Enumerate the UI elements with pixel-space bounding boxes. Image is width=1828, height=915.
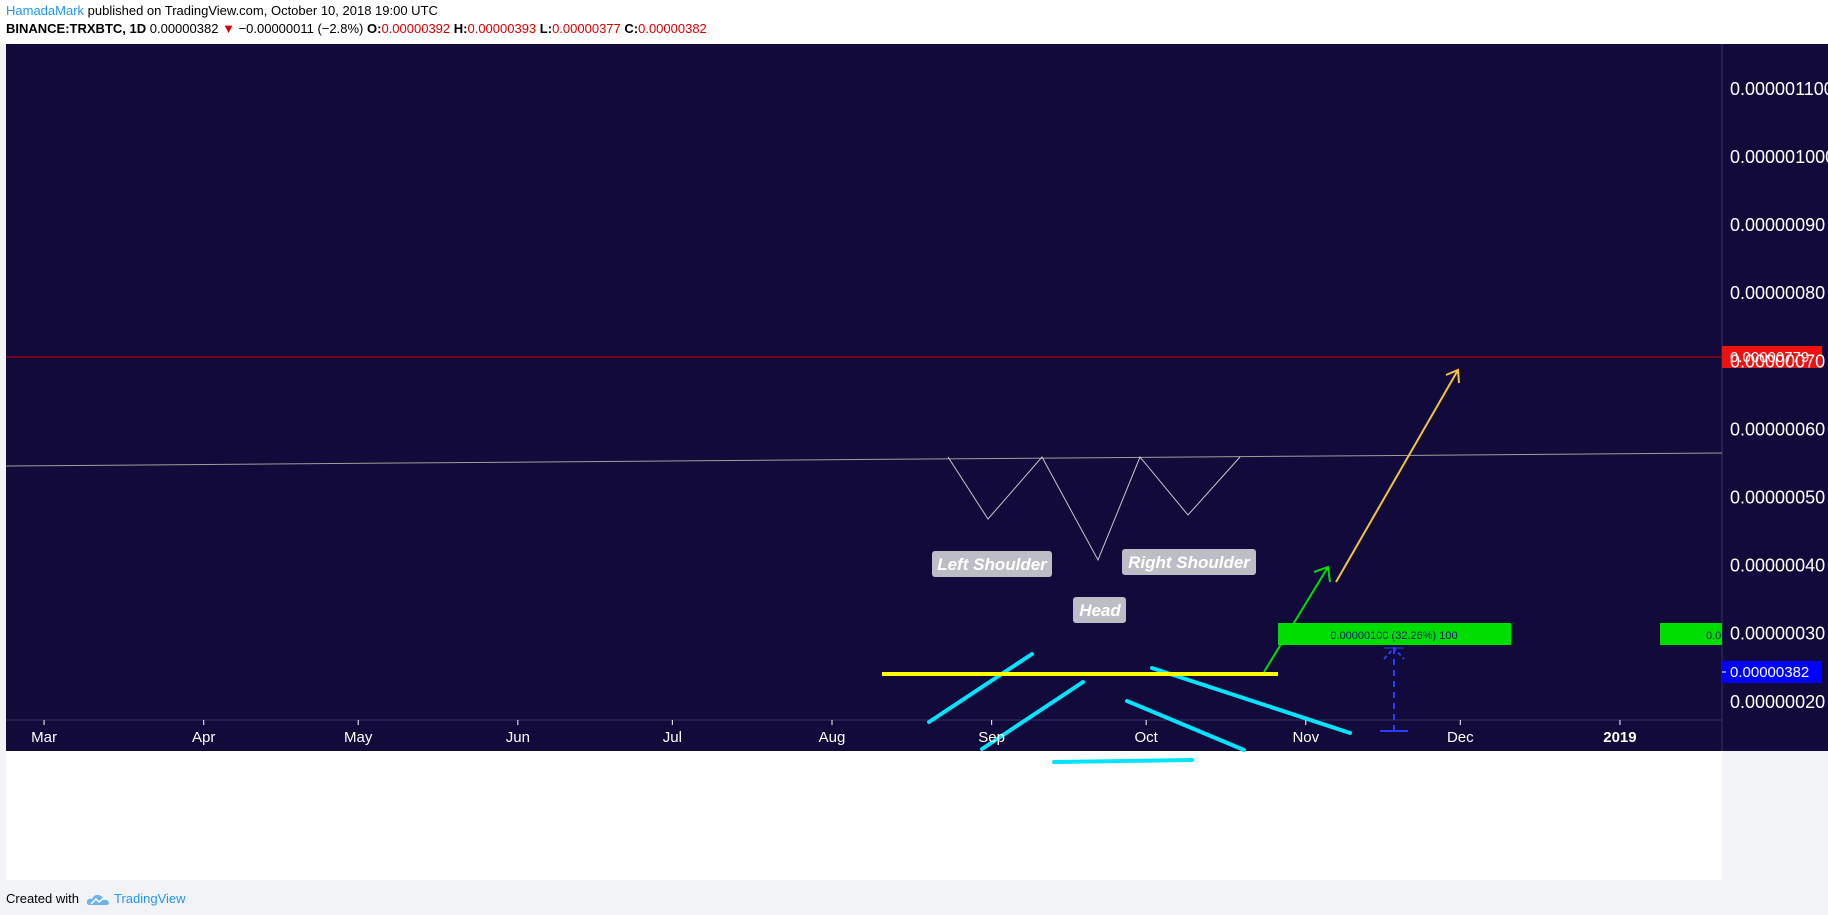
pattern-labels[interactable]: Left Shoulder Right Shoulder Head [932, 549, 1256, 623]
x-tick-label: Mar [31, 729, 57, 746]
open-label: O: [367, 21, 382, 36]
down-arrow-icon: ▼ [222, 21, 235, 36]
right-shoulder-lower-line[interactable] [1125, 699, 1246, 752]
y-tick-label: 0.00000020 [1730, 692, 1825, 712]
x-tick-label: Sep [978, 729, 1005, 746]
x-tick-label: Oct [1134, 729, 1158, 746]
measure-text: 0.00000100 (32.26%) 100 [1330, 630, 1457, 642]
breakout-arrow[interactable] [1263, 565, 1331, 673]
y-tick-label: 0.0000011000 [1730, 79, 1828, 99]
pattern-lines[interactable] [927, 652, 1352, 764]
tradingview-brand: TradingView [114, 891, 186, 906]
axis-corner [1722, 720, 1828, 751]
price-axis[interactable] [1722, 44, 1828, 720]
open-value: 0.00000392 [381, 21, 451, 36]
head-support-line[interactable] [1052, 758, 1194, 764]
x-tick-label: Dec [1447, 729, 1474, 746]
right-shoulder-label: Right Shoulder [1128, 553, 1251, 572]
right-shoulder-upper-line[interactable] [1150, 666, 1352, 735]
last-price: 0.00000382 [149, 21, 219, 36]
published-text: published on TradingView.com, October 10… [84, 3, 438, 18]
close-label: C: [624, 21, 639, 36]
candlestick-chart[interactable]: 0.00000100 (32.26%) 100 0.0 Left Shoulde… [0, 44, 1828, 880]
measure-box [1278, 623, 1511, 645]
left-shoulder-label: Left Shoulder [937, 555, 1048, 574]
x-tick-label: 2019 [1603, 729, 1636, 746]
footer: Created with TradingView [0, 880, 1828, 915]
y-tick-label: 0.00000040 [1730, 556, 1825, 576]
x-tick-label: Nov [1292, 729, 1319, 746]
created-with-text: Created with [6, 891, 79, 906]
resistance-price-label: 0.00000779 [1730, 349, 1809, 366]
time-axis[interactable] [6, 720, 1722, 751]
head-label: Head [1079, 601, 1121, 620]
y-axis-ticks: 0.0000011000 0.0000010000 0.00000090 0.0000… [1730, 79, 1828, 712]
left-shoulder-upper-line[interactable] [927, 652, 1034, 724]
measure-box-right [1660, 623, 1722, 645]
ohlc-line: BINANCE:TRXBTC, 1D 0.00000382 ▼ −0.00000… [6, 21, 707, 36]
y-tick-label: 0.00000060 [1730, 419, 1825, 439]
x-tick-label: Jun [506, 729, 530, 746]
tradingview-link[interactable]: TradingView [86, 891, 186, 907]
high-value: 0.00000393 [467, 21, 537, 36]
low-value: 0.00000377 [552, 21, 621, 36]
x-axis-ticks: Mar Apr May Jun Jul Aug Sep Oct Nov Dec 2019 [31, 720, 1637, 746]
price-change: −0.00000011 (−2.8%) [238, 21, 364, 36]
y-tick-label: 0.00000090 [1730, 215, 1825, 235]
gray-trendline[interactable] [5, 452, 1723, 467]
left-shoulder-box [932, 551, 1052, 577]
left-shoulder-lower-line[interactable] [980, 680, 1085, 751]
author-link[interactable]: HamadaMark [6, 3, 85, 18]
target-arrow[interactable] [1335, 368, 1460, 583]
y-tick-label: 0.0000010000 [1730, 147, 1828, 167]
x-tick-label: Apr [192, 729, 215, 746]
chart-header: HamadaMark published on TradingView.com,… [0, 0, 1828, 44]
head-box [1073, 597, 1126, 623]
y-tick-label: 0.00000030 [1730, 624, 1825, 644]
plot-area[interactable] [6, 44, 1722, 720]
low-label: L: [539, 21, 553, 36]
tradingview-cloud-icon [86, 894, 109, 905]
chart-area[interactable]: 0.00000100 (32.26%) 100 0.0 Left Shoulde… [0, 44, 1828, 880]
high-label: H: [453, 21, 468, 36]
x-tick-label: Jul [663, 729, 682, 746]
x-tick-label: Aug [819, 729, 846, 746]
measure-tool[interactable]: 0.00000100 (32.26%) 100 0.0 [1278, 623, 1722, 732]
measure-text-right: 0.0 [1706, 630, 1721, 642]
resistance-price-tag [1722, 346, 1822, 368]
x-tick-label: May [344, 729, 373, 746]
y-tick-label: 0.00000050 [1730, 488, 1825, 508]
right-shoulder-box [1122, 549, 1256, 575]
publish-line: HamadaMark published on TradingView.com,… [6, 3, 438, 18]
y-tick-label: 0.00000080 [1730, 283, 1825, 303]
symbol-label: BINANCE:TRXBTC, 1D [6, 21, 147, 36]
last-price-tag [1722, 661, 1822, 683]
last-price-label: 0.00000382 [1730, 664, 1809, 681]
close-value: 0.00000382 [638, 21, 707, 36]
y-tick-label: 0.00000070 [1730, 351, 1825, 371]
head-shoulders-outline[interactable] [947, 456, 1241, 562]
